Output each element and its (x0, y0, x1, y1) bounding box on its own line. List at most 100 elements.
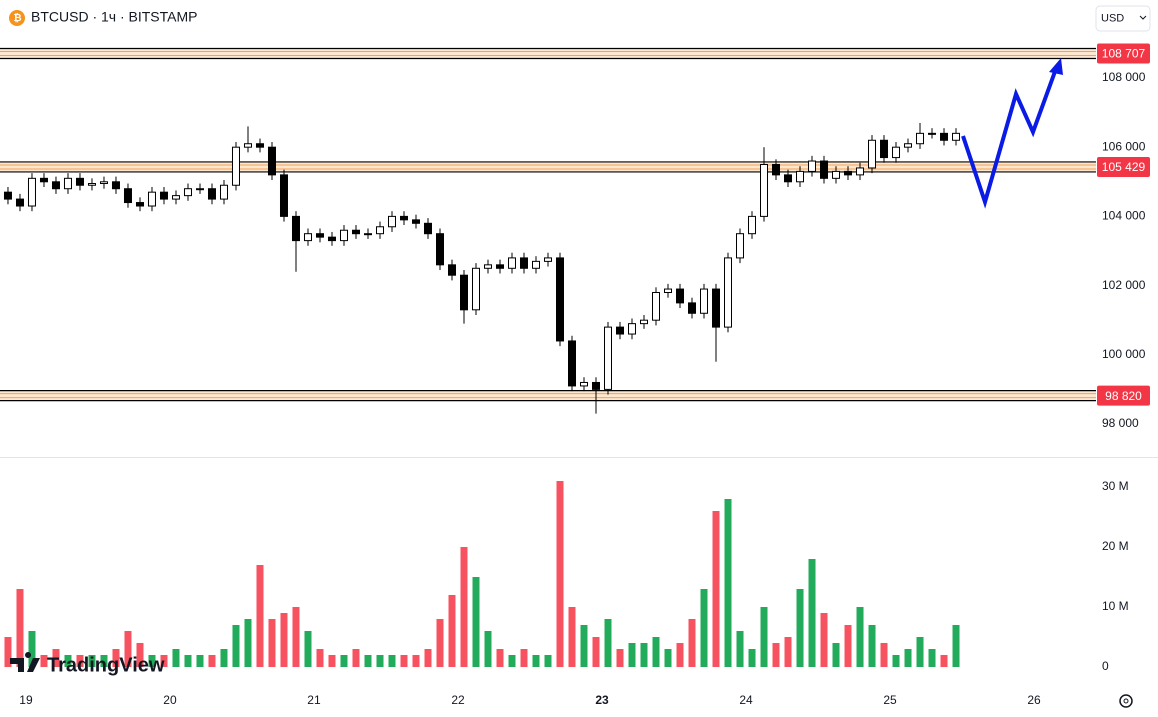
volume-bar (280, 613, 288, 667)
level-label-box (1097, 156, 1150, 177)
volume-bar (628, 643, 636, 667)
volume-bar (916, 637, 924, 667)
volume-bar (424, 649, 432, 667)
currency-label[interactable]: USD (1101, 12, 1124, 24)
candle-body (255, 143, 264, 148)
level-label-box (1097, 43, 1150, 64)
volume-bar (832, 643, 840, 667)
candle-body (880, 139, 889, 159)
candle-body (652, 292, 661, 321)
candle-body (183, 188, 192, 197)
volume-bar (508, 655, 516, 667)
candle-body (736, 233, 745, 259)
volume-bar (568, 607, 576, 667)
candle-body (556, 257, 565, 342)
candle-body (219, 184, 228, 200)
x-tick-label: 26 (1027, 693, 1041, 707)
volume-bar (808, 559, 816, 667)
candle-body (171, 195, 180, 200)
candle-body (808, 160, 817, 172)
candle-body (363, 233, 372, 236)
volume-bar (688, 619, 696, 667)
volume-bar (892, 655, 900, 667)
candle-body (267, 146, 276, 176)
currency-button[interactable] (1095, 5, 1151, 32)
volume-bar (544, 655, 552, 667)
volume-bar (760, 607, 768, 667)
candle-body (375, 226, 384, 235)
level-band (0, 48, 1096, 59)
volume-bar (400, 655, 408, 667)
volume-bar (136, 643, 144, 667)
symbol-icon (9, 10, 25, 26)
symbol-title[interactable]: BTCUSD · 1ч · BITSTAMP (31, 9, 198, 25)
volume-tick-label: 0 (1102, 659, 1109, 673)
candle-body (3, 191, 12, 200)
candle-body (39, 177, 48, 183)
candle-body (279, 174, 288, 217)
level-label: 105 429 (1102, 160, 1146, 174)
volume-bar (172, 649, 180, 667)
volume-bar (652, 637, 660, 667)
volume-bar (100, 655, 108, 667)
volume-bar (820, 613, 828, 667)
volume-bar (388, 655, 396, 667)
volume-bar (448, 595, 456, 667)
candle-body (399, 215, 408, 221)
level-label-box (1097, 385, 1150, 406)
currency-chevron (1139, 15, 1147, 20)
candle-body (495, 264, 504, 269)
candle-body (519, 257, 528, 269)
volume-bar (76, 655, 84, 667)
volume-bar (268, 619, 276, 667)
x-tick-label: 19 (19, 693, 33, 707)
candle-body (507, 257, 516, 269)
volume-bar (28, 631, 36, 667)
volume-bar (352, 649, 360, 667)
volume-bar (616, 649, 624, 667)
volume-bar (232, 625, 240, 667)
volume-bar (52, 649, 60, 667)
level-label: 98 820 (1105, 389, 1142, 403)
x-tick-label: 22 (451, 693, 465, 707)
volume-bar (256, 565, 264, 667)
candle-body (27, 177, 36, 207)
settings-button[interactable] (1119, 694, 1133, 708)
volume-bar (844, 625, 852, 667)
volume-bar (592, 637, 600, 667)
volume-bar (484, 631, 492, 667)
volume-tick-label: 10 M (1102, 599, 1129, 613)
candle-body (411, 219, 420, 224)
volume-bar (928, 649, 936, 667)
candle-body (892, 146, 901, 159)
candle-body (904, 143, 913, 148)
volume-bar (772, 643, 780, 667)
volume-bar (244, 619, 252, 667)
logo-mark (10, 652, 40, 672)
candle-body (544, 257, 553, 262)
candle-body (111, 181, 120, 190)
volume-bar (520, 649, 528, 667)
candle-body (748, 215, 757, 235)
volume-bar (532, 655, 540, 667)
volume-bar (664, 649, 672, 667)
volume-tick-label: 30 M (1102, 479, 1129, 493)
candle-body (87, 183, 96, 186)
candle-body (760, 163, 769, 217)
x-tick-label: 25 (883, 693, 897, 707)
candle-body (916, 132, 925, 145)
candle-body (628, 323, 637, 335)
settings-button-center (1123, 698, 1129, 704)
volume-bar (412, 655, 420, 667)
candle-body (604, 326, 613, 390)
volume-bar (472, 577, 480, 667)
volume-bar (700, 589, 708, 667)
candle-body (423, 222, 432, 235)
projection-arrow (961, 65, 1059, 209)
volume-bar (160, 655, 168, 667)
volume-bar (328, 655, 336, 667)
volume-bar (340, 655, 348, 667)
tradingview-logo: TradingView (10, 652, 165, 676)
candle-body (688, 302, 697, 314)
candle-body (772, 163, 781, 176)
